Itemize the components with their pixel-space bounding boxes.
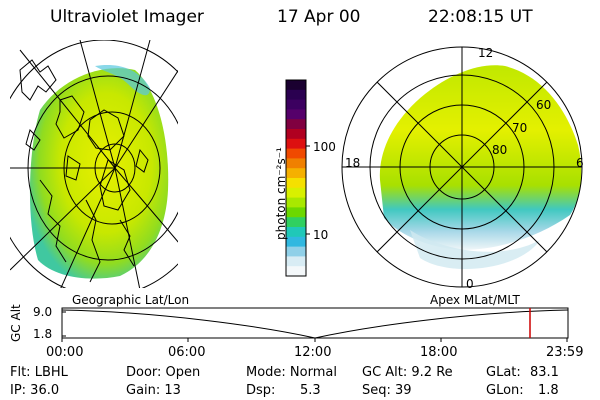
status-ip: IP: 36.0 — [10, 383, 60, 398]
timeline-xtick-1800: 18:00 — [420, 345, 458, 360]
colorbar-step — [286, 256, 306, 267]
colorbar-step — [286, 217, 306, 228]
colorbar — [285, 79, 310, 277]
timeline-plot — [61, 307, 569, 342]
status-glon-label: GLon: — [486, 383, 524, 398]
colorbar-step — [286, 129, 306, 140]
colorbar-unit-label: photon cm⁻²s⁻¹ — [274, 147, 288, 240]
status-glat-label: GLat: — [486, 365, 521, 380]
colorbar-step — [286, 89, 306, 101]
timeline-ylabel: GC Alt — [9, 304, 23, 342]
date-label: 17 Apr 00 — [277, 7, 361, 27]
colorbar-step — [286, 207, 306, 218]
time-label: 22:08:15 UT — [428, 7, 533, 27]
colorbar-step — [286, 187, 306, 199]
status-filter: Flt: LBHL — [10, 365, 68, 380]
colorbar-step — [286, 266, 306, 277]
timeline-xtick-2359: 23:59 — [546, 345, 584, 360]
timeline-xtick-1200: 12:00 — [294, 345, 332, 360]
geographic-image — [10, 40, 178, 288]
timeline-xtick-0600: 06:00 — [168, 345, 206, 360]
colorbar-step — [286, 246, 306, 257]
polar-image — [341, 46, 583, 288]
timeline-ytick-high: 9.0 — [33, 305, 53, 319]
colorbar-step — [286, 168, 306, 179]
status-glon-value: 1.8 — [538, 383, 559, 398]
colorbar-step — [286, 178, 306, 189]
mlat-label-70: 70 — [512, 121, 528, 135]
mlt-label-18: 18 — [345, 156, 361, 170]
colorbar-step — [286, 119, 306, 130]
status-seq: Seq: 39 — [362, 383, 412, 398]
timeline-xtick-0000: 00:00 — [46, 345, 84, 360]
colorbar-step — [286, 158, 306, 169]
colorbar-step — [286, 227, 306, 238]
colorbar-step — [286, 197, 306, 208]
mlt-label-6: 6 — [576, 156, 584, 170]
colorbar-tick-10: 10 — [313, 228, 329, 242]
geographic-projection-label: Geographic Lat/Lon — [72, 293, 190, 307]
colorbar-step — [286, 80, 306, 91]
status-dsp-value: 5.3 — [300, 383, 321, 398]
apex-projection-label: Apex MLat/MLT — [430, 293, 520, 307]
colorbar-tick-100: 100 — [313, 140, 336, 154]
mlat-label-80: 80 — [492, 143, 508, 157]
colorbar-step — [286, 236, 306, 248]
timeline-ytick-low: 1.8 — [33, 327, 53, 341]
status-gc-alt: GC Alt: 9.2 Re — [362, 365, 453, 380]
status-gain: Gain: 13 — [126, 383, 181, 398]
mlt-label-12: 12 — [478, 46, 494, 60]
mlat-label-60: 60 — [536, 98, 552, 112]
colorbar-step — [286, 148, 306, 159]
colorbar-step — [286, 99, 306, 110]
colorbar-step — [286, 138, 306, 150]
status-door: Door: Open — [126, 365, 201, 380]
instrument-title: Ultraviolet Imager — [50, 7, 204, 27]
colorbar-step — [286, 109, 306, 120]
status-mode: Mode: Normal — [246, 365, 337, 380]
status-glat-value: 83.1 — [530, 365, 559, 380]
status-dsp-label: Dsp: — [246, 383, 276, 398]
mlt-label-0: 0 — [466, 277, 474, 291]
